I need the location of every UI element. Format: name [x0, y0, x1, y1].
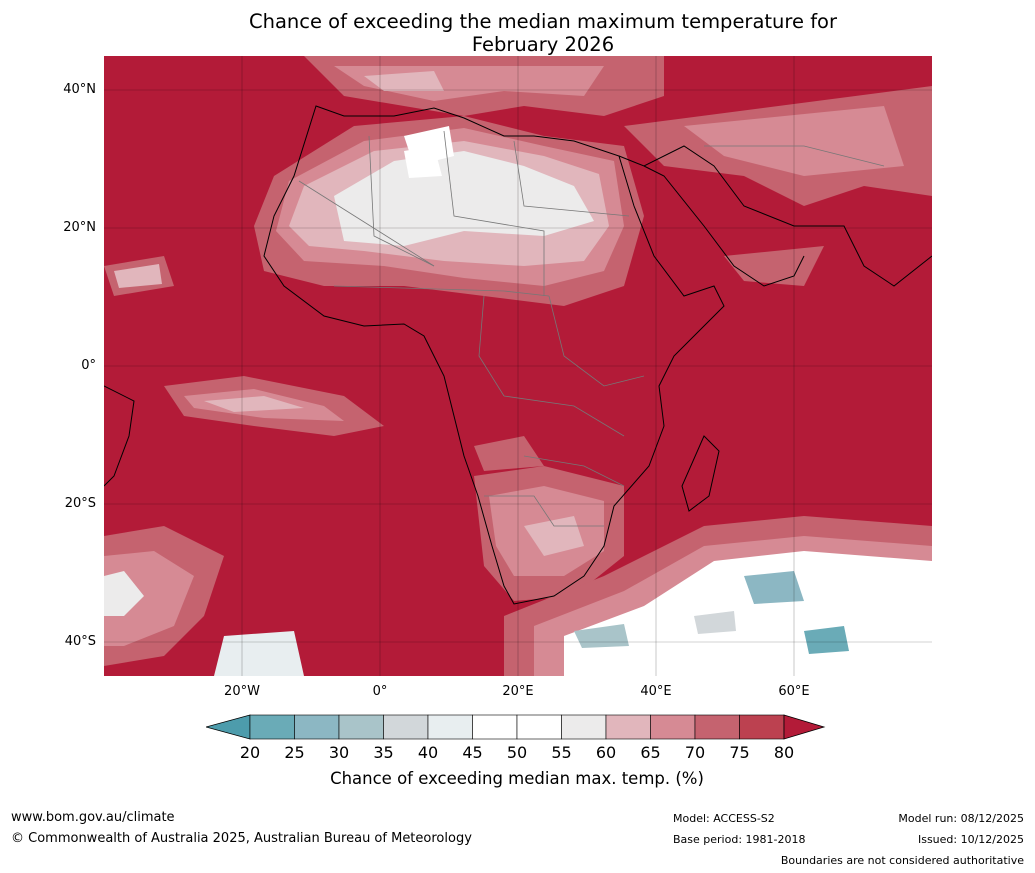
colorbar-segment — [427, 714, 473, 740]
lon-label-20w: 20°W — [224, 684, 260, 699]
colorbar-tick-label: 80 — [773, 743, 795, 762]
colorbar-tick-label: 35 — [373, 743, 394, 762]
footer-disclaimer: Boundaries are not considered authoritat… — [780, 854, 1024, 867]
colorbar-segment — [472, 714, 518, 740]
colorbar-arrow-low — [204, 714, 251, 740]
colorbar-tick-label: 40 — [417, 743, 439, 762]
colorbar-segment — [294, 714, 340, 740]
southern-africa-contours — [474, 436, 624, 601]
colorbar-tick-label: 65 — [640, 743, 661, 762]
colorbar-tick-label: 20 — [239, 743, 261, 762]
colorbar-label: Chance of exceeding median max. temp. (%… — [330, 769, 704, 788]
colorbar-segment — [694, 714, 740, 740]
footer-model-run: Model run: 08/12/2025 — [898, 812, 1024, 825]
title-line-2: February 2026 — [471, 33, 615, 56]
country-borders — [298, 130, 885, 527]
atlantic-contours — [104, 256, 384, 436]
footer-url: www.bom.gov.au/climate — [11, 810, 175, 825]
lat-label-20n: 20°N — [63, 220, 96, 235]
colorbar-segment — [249, 714, 295, 740]
footer-base-period: Base period: 1981-2018 — [673, 833, 806, 846]
map-graphic — [104, 56, 932, 676]
southern-ocean-contours — [104, 516, 932, 676]
lat-label-40s: 40°S — [64, 634, 96, 649]
footer-copyright: © Commonwealth of Australia 2025, Austra… — [11, 831, 472, 846]
lon-label-40e: 40°E — [640, 684, 672, 699]
chart-title: Chance of exceeding the median maximum t… — [186, 10, 900, 56]
lat-label-0: 0° — [81, 358, 96, 373]
title-line-1: Chance of exceeding the median maximum t… — [248, 10, 838, 33]
footer-model: Model: ACCESS-S2 — [673, 812, 775, 825]
colorbar-segment — [383, 714, 429, 740]
colorbar-arrow-high — [783, 714, 826, 740]
colorbar-segment — [605, 714, 651, 740]
colorbar-segment — [650, 714, 696, 740]
coastlines — [104, 105, 932, 605]
footer-issued: Issued: 10/12/2025 — [917, 833, 1024, 846]
colorbar-tick-label: 55 — [551, 743, 572, 762]
colorbar-tick-label: 70 — [684, 743, 706, 762]
map-gridlines — [104, 56, 932, 676]
lat-label-20s: 20°S — [64, 496, 96, 511]
colorbar-tick-label: 50 — [506, 743, 528, 762]
lat-label-40n: 40°N — [63, 82, 96, 97]
europe-contours — [304, 56, 664, 116]
colorbar-tick-label: 45 — [462, 743, 483, 762]
colorbar-tick-label: 75 — [729, 743, 750, 762]
colorbar-tick-label: 60 — [595, 743, 617, 762]
sahara-contours — [254, 116, 644, 306]
colorbar — [204, 711, 830, 747]
colorbar-segment — [338, 714, 384, 740]
lon-label-0: 0° — [372, 684, 388, 699]
colorbar-graphic — [204, 714, 826, 740]
lon-label-60e: 60°E — [778, 684, 810, 699]
colorbar-segment — [516, 714, 562, 740]
lon-label-20e: 20°E — [502, 684, 534, 699]
colorbar-segment — [561, 714, 607, 740]
forecast-map — [104, 56, 932, 676]
colorbar-tick-label: 30 — [328, 743, 350, 762]
colorbar-tick-label: 25 — [284, 743, 305, 762]
colorbar-segment — [739, 714, 785, 740]
